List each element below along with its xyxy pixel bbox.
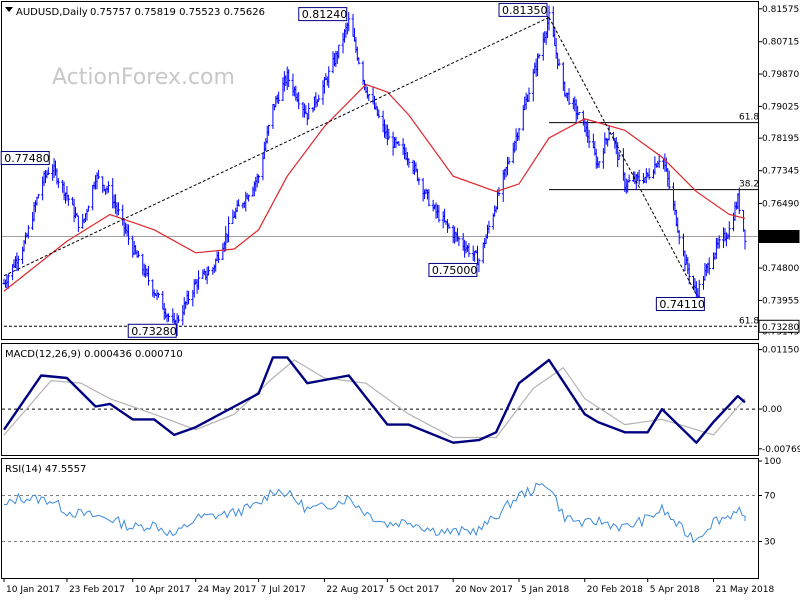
annotation-label: 0.81240 [302,8,348,21]
macd-line [3,356,746,444]
rsi-y-tick-label: 100 [764,457,781,467]
annotation-label: 0.73280 [131,325,177,338]
rsi-line [3,482,746,544]
y-axis-tick-label: 0.79870 [762,70,799,80]
symbol-label: AUDUSD,Daily [16,7,88,18]
macd-y-tick-label: -0.007694 [762,445,800,455]
macd-y-tick-label: 0.011508 [762,346,800,356]
rsi-y-tick-label: 70 [764,492,776,502]
x-axis-tick-label: 5 Oct 2017 [389,585,439,595]
annotation-label: 0.81350 [502,4,548,17]
annotation-box [498,2,548,17]
price-tag [758,319,800,333]
x-axis-tick-label: 24 May 2017 [198,585,257,595]
x-axis-tick-label: 22 Aug 2017 [326,585,384,595]
x-axis-tick-label: 21 May 2018 [716,585,775,595]
price-panel-frame [1,1,759,340]
annotation-box [428,262,478,277]
moving-average-line [3,83,746,292]
y-axis-tick-label: 0.81575 [762,5,799,15]
y-axis-tick-label: 0.78195 [762,134,799,144]
price-tag-label: 0.75626 [762,233,799,243]
x-axis-tick-label: 20 Feb 2018 [587,585,643,595]
rsi-panel-frame [1,458,759,579]
x-axis-tick-label: 7 Jul 2017 [261,585,306,595]
annotation-label: 0.75000 [432,264,478,277]
trendline [3,16,550,277]
macd-title: MACD(12,26,9) 0.000436 0.000710 [5,349,183,360]
ohlc-values: 0.75757 0.75819 0.75523 0.75626 [90,7,265,18]
annotation-box [655,297,705,312]
annotation-box [298,7,348,22]
watermark: ActionForex.com [52,65,235,90]
y-axis-tick-label: 0.74800 [762,264,799,274]
x-axis-tick-label: 10 Apr 2017 [135,585,191,595]
x-axis-tick-label: 20 Nov 2017 [455,585,513,595]
price-tag-label: 0.73280 [762,323,799,333]
macd-y-tick-label: 0.00 [762,405,782,415]
rsi-y-tick-label: 30 [764,538,776,548]
x-axis-tick-label: 5 Apr 2018 [650,585,700,595]
x-axis-tick-label: 23 Feb 2017 [69,585,125,595]
macd-signal-line [3,359,746,439]
annotation-label: 0.77480 [4,152,50,165]
fib-level-label: 61.8 [739,316,759,326]
collapse-triangle-icon[interactable] [5,7,13,12]
y-axis-tick-label: 0.73955 [762,296,799,306]
macd-panel-frame [1,343,759,456]
y-axis-tick-label: 0.79025 [762,102,799,112]
annotation-box [0,151,50,166]
y-axis-tick-label: 0.77345 [762,167,799,177]
fib-level-label: 61.8 [739,113,759,123]
y-axis-tick-label: 0.76490 [762,199,799,209]
rsi-title: RSI(14) 47.5557 [5,464,86,475]
trendline [548,17,697,295]
annotation-box [127,323,177,338]
fib-level-label: 38.2 [739,180,759,190]
annotation-label: 0.74110 [659,298,705,311]
price-tag [758,229,800,243]
y-axis-tick-label: 0.80715 [762,38,799,48]
price-header: AUDUSD,Daily 0.75757 0.75819 0.75523 0.7… [5,7,265,18]
x-axis-tick-label: 10 Jan 2017 [6,585,60,595]
x-axis-tick-label: 5 Jan 2018 [521,585,569,595]
